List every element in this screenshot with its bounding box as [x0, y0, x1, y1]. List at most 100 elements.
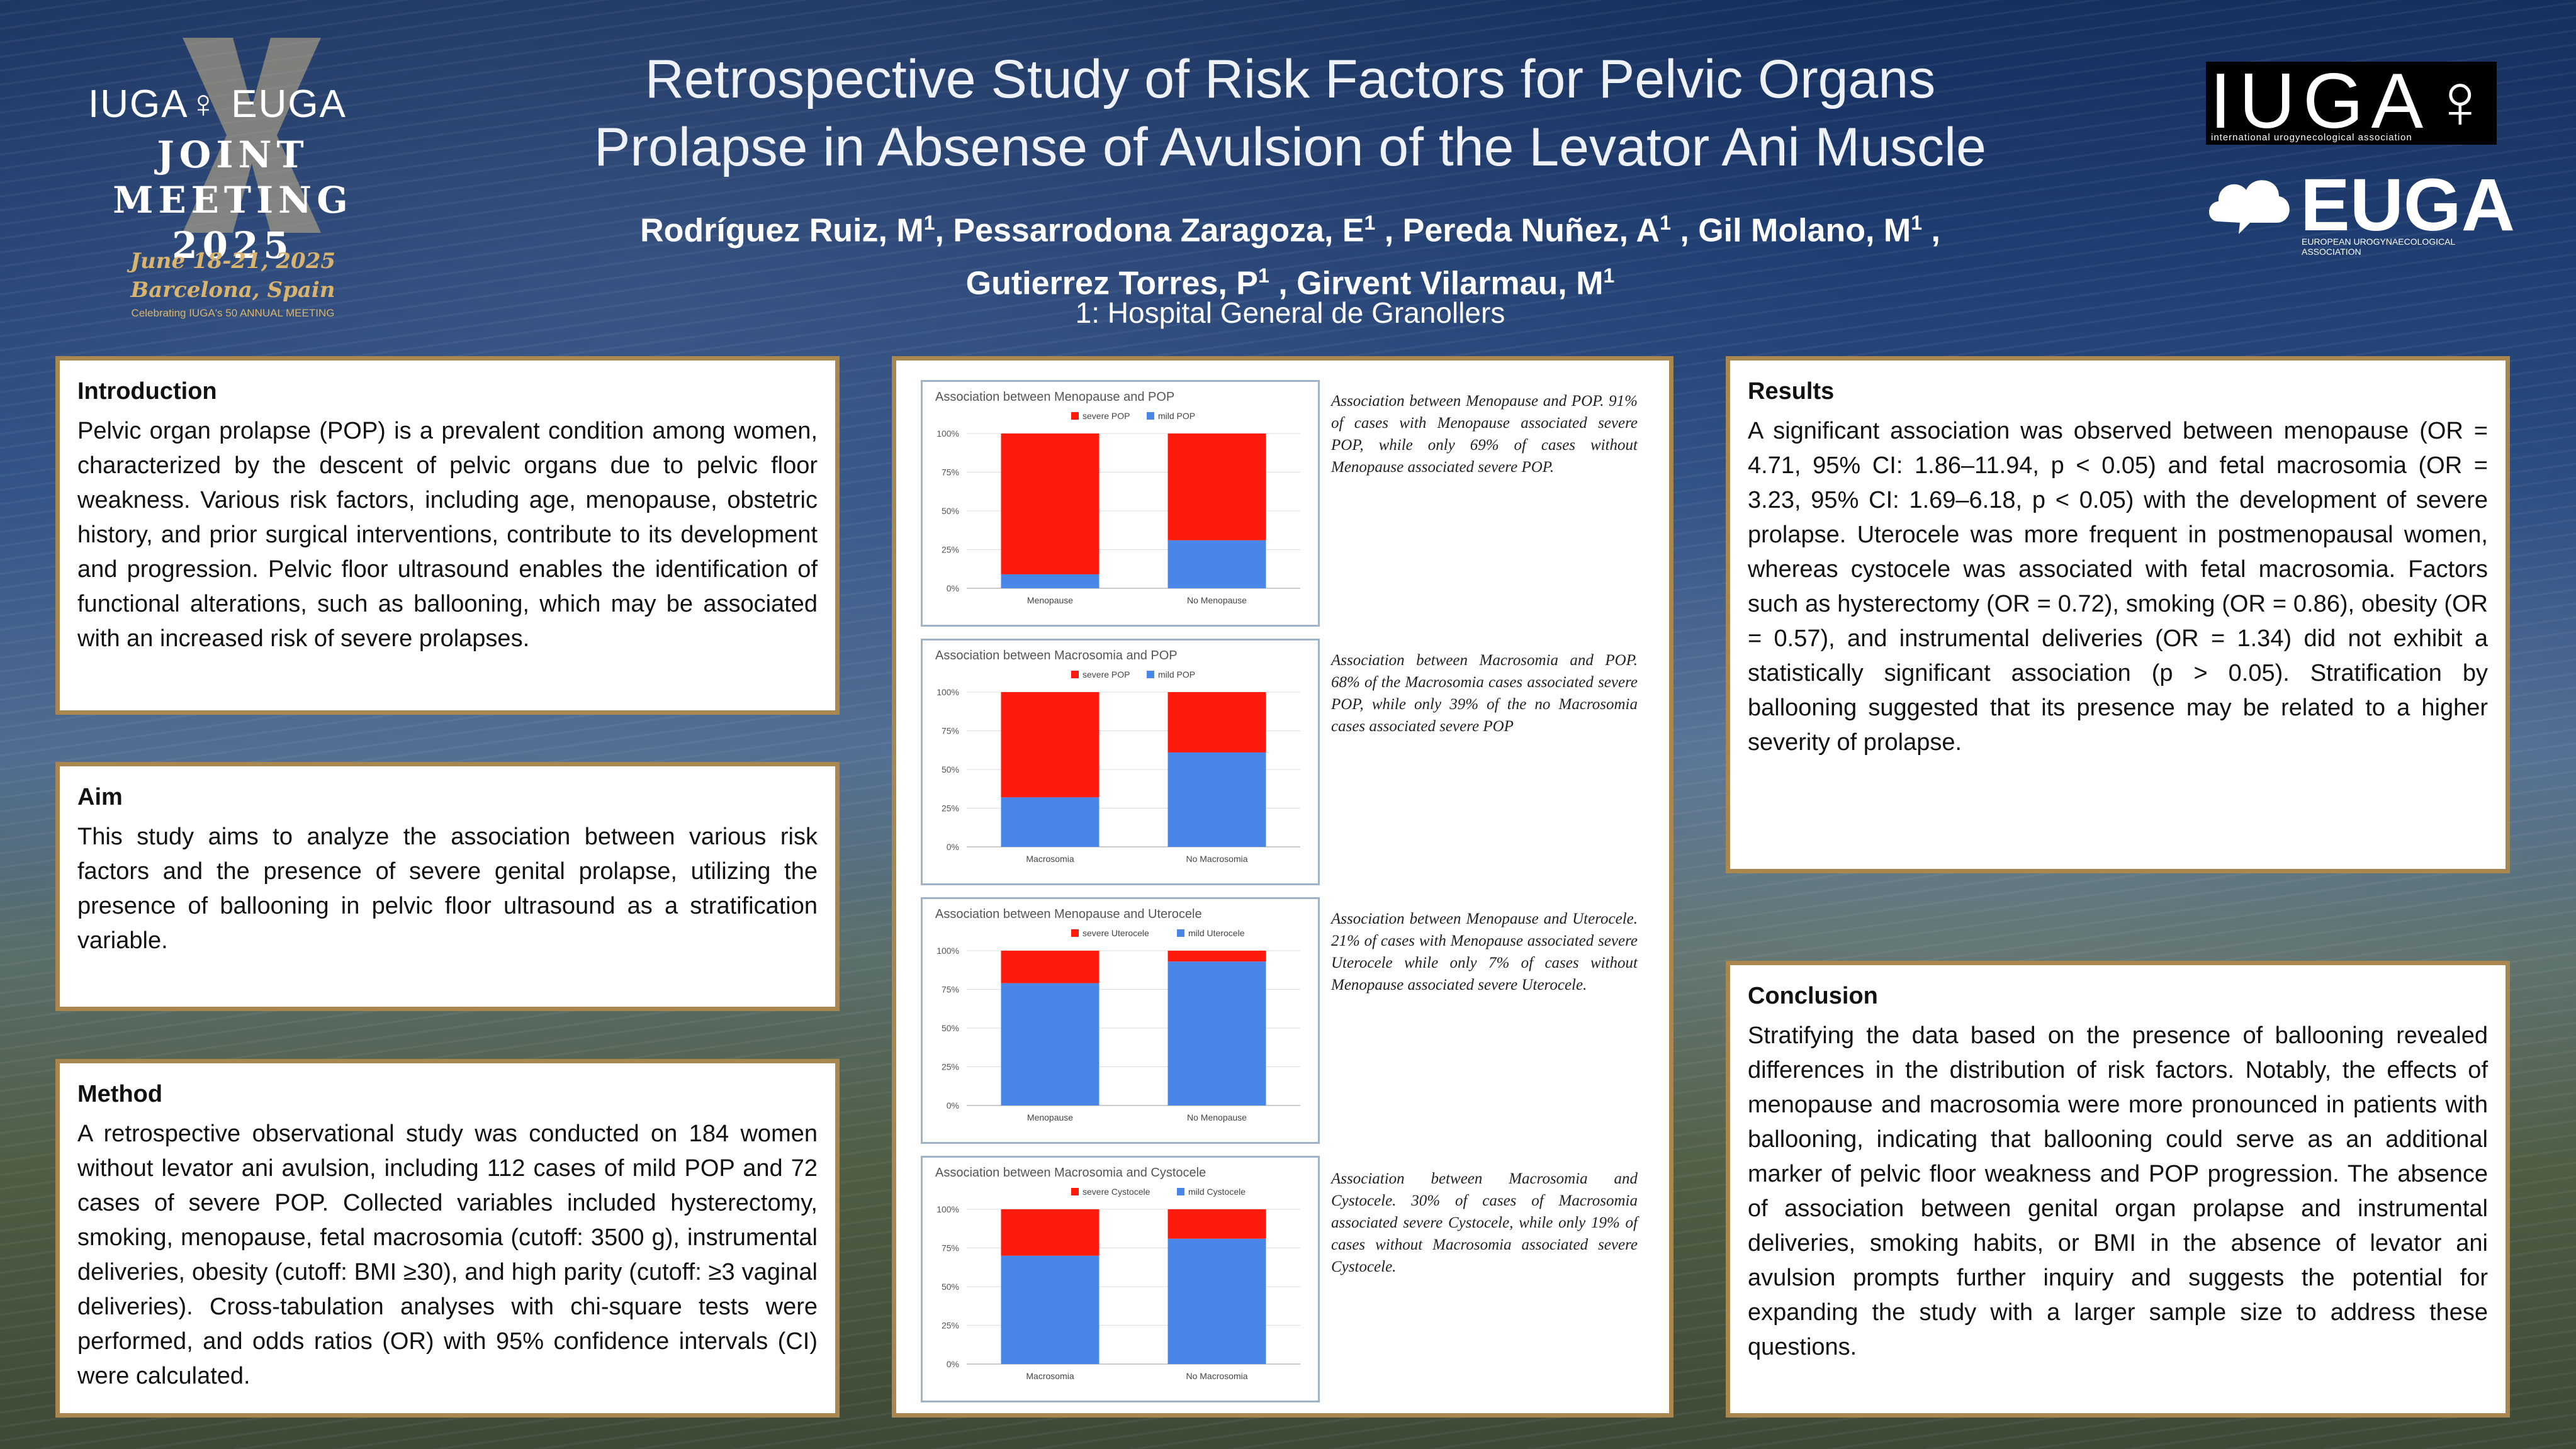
- author-line-1: Rodríguez Ruiz, M 1, Pessarrodona Zaragoz…: [535, 200, 2045, 253]
- joint-meeting-logo: IUGA♀ EUGA JOINT MEETING 2025 June 18-21…: [57, 25, 409, 340]
- legend-label: mild POP: [1158, 411, 1195, 421]
- bar-segment-severe-cystocele: [1001, 1209, 1100, 1256]
- legend-label: mild POP: [1158, 669, 1195, 680]
- x-tick-label: No Macrosomia: [1186, 854, 1247, 864]
- iuga-wordmark: IUGA: [2210, 58, 2431, 145]
- bar-segment-severe-pop: [1167, 692, 1266, 752]
- bar-segment-severe-uterocele: [1001, 951, 1100, 983]
- author-separator: ,: [1375, 212, 1403, 249]
- legend-swatch: [1071, 412, 1079, 420]
- bar-segment-severe-uterocele: [1167, 951, 1266, 962]
- bar-segment-mild-pop: [1167, 752, 1266, 847]
- chart-macrosomia-pop: Association between Macrosomia and POP se…: [921, 639, 1320, 885]
- bar-segment-mild-uterocele: [1167, 961, 1266, 1105]
- author-name: Rodríguez Ruiz, M: [640, 212, 924, 249]
- y-tick-label: 25%: [942, 1321, 959, 1331]
- y-tick-label: 50%: [942, 1023, 959, 1033]
- y-tick-label: 100%: [936, 687, 959, 697]
- chart-menopause-uterocele: Association between Menopause and Uteroc…: [921, 897, 1320, 1144]
- legend-swatch: [1147, 412, 1154, 420]
- bar-segment-mild-uterocele: [1001, 983, 1100, 1105]
- author-separator: ,: [1670, 212, 1699, 249]
- joint-meeting-place: Barcelona, Spain: [130, 277, 335, 303]
- results-body: A significant association was observed b…: [1748, 418, 2488, 756]
- iuga-logo: IUGA♀ international urogynecological ass…: [2206, 58, 2497, 145]
- x-tick-label: No Menopause: [1187, 595, 1247, 605]
- euga-wordmark: EUGA: [2300, 164, 2515, 247]
- conclusion-panel: Conclusion Stratifying the data based on…: [1726, 961, 2510, 1418]
- chart-svg: Association between Menopause and Uteroc…: [935, 907, 1300, 1122]
- poster-title-line-2: Prolapse in Absense of Avulsion of the L…: [594, 117, 1986, 177]
- legend-label: severe POP: [1083, 669, 1130, 680]
- conclusion-heading: Conclusion: [1748, 983, 1878, 1009]
- results-panel: Results A significant association was ob…: [1726, 356, 2510, 873]
- aim-panel: Aim This study aims to analyze the assoc…: [55, 762, 840, 1011]
- y-tick-label: 75%: [942, 985, 959, 995]
- legend-label: mild Uterocele: [1188, 928, 1245, 938]
- joint-meeting-title-line2: 2025: [172, 224, 294, 267]
- bar-segment-mild-cystocele: [1001, 1255, 1100, 1364]
- y-tick-label: 50%: [942, 506, 959, 516]
- method-body: A retrospective observational study was …: [77, 1121, 818, 1389]
- author-separator: ,: [935, 212, 953, 249]
- chart-title: Association between Macrosomia and Cysto…: [935, 1166, 1206, 1180]
- method-panel: Method A retrospective observational stu…: [55, 1059, 840, 1418]
- legend-swatch: [1071, 1188, 1079, 1195]
- y-tick-label: 75%: [942, 726, 959, 736]
- joint-meeting-anniversary: Celebrating IUGA's 50 ANNUAL MEETING: [131, 307, 335, 319]
- euga-cloud-icon: [2209, 180, 2290, 234]
- legend-label: severe POP: [1083, 411, 1130, 421]
- aim-body: This study aims to analyze the associati…: [77, 824, 818, 954]
- y-tick-label: 25%: [942, 803, 959, 814]
- euga-logo-subtitle: EUROPEAN UROGYNAECOLOGICAL ASSOCIATION: [2302, 237, 2455, 257]
- y-tick-label: 50%: [942, 764, 959, 775]
- aim-heading: Aim: [77, 784, 123, 810]
- legend-label: severe Uterocele: [1083, 928, 1149, 938]
- introduction-body: Pelvic organ prolapse (POP) is a prevale…: [77, 418, 818, 652]
- author-affiliation-mark: 1: [1364, 211, 1376, 234]
- y-tick-label: 75%: [942, 1243, 959, 1253]
- iuga-logo-text: IUGA♀: [2210, 57, 2497, 146]
- x-tick-label: No Menopause: [1187, 1112, 1247, 1122]
- legend-swatch: [1177, 1188, 1184, 1195]
- x-tick-label: Menopause: [1027, 595, 1073, 605]
- y-tick-label: 100%: [936, 428, 959, 439]
- euga-logo: EUGA EUROPEAN UROGYNAECOLOGICAL ASSOCIAT…: [2206, 164, 2515, 257]
- conclusion-body: Stratifying the data based on the presen…: [1748, 1022, 2488, 1360]
- author-affiliation-mark: 1: [1660, 211, 1671, 234]
- affiliation: 1: Hospital General de Granollers: [1075, 296, 1505, 329]
- y-tick-label: 0%: [947, 842, 959, 852]
- chart-title: Association between Menopause and POP: [935, 390, 1174, 404]
- y-tick-label: 75%: [942, 467, 959, 478]
- joint-meeting-date: June 18-21, 2025: [130, 249, 336, 274]
- author-affiliation-mark: 1: [1257, 264, 1269, 288]
- author-name: Pessarrodona Zaragoza, E: [953, 212, 1364, 249]
- introduction-panel: Introduction Pelvic organ prolapse (POP)…: [55, 356, 840, 715]
- joint-meeting-title-line1: JOINT MEETING: [113, 133, 353, 221]
- joint-meeting-dates: June 18-21, 2025 Barcelona, Spain: [57, 247, 409, 305]
- poster-title: Retrospective Study of Risk Factors for …: [503, 45, 2077, 181]
- chart-svg: Association between Menopause and POP sev…: [935, 390, 1300, 605]
- author-name: Pereda Nuñez, A: [1402, 212, 1660, 249]
- bar-segment-severe-pop: [1001, 434, 1100, 574]
- bar-segment-mild-pop: [1001, 797, 1100, 847]
- author-affiliation-mark: 1: [1603, 264, 1615, 288]
- bar-segment-mild-pop: [1001, 574, 1100, 588]
- x-tick-label: Macrosomia: [1026, 854, 1074, 864]
- results-heading: Results: [1748, 378, 1835, 405]
- chart-menopause-pop: Association between Menopause and POP sev…: [921, 380, 1320, 627]
- caption-macrosomia-pop: Association between Macrosomia and POP. …: [1331, 652, 1638, 735]
- y-tick-label: 0%: [947, 1359, 959, 1369]
- chart-title: Association between Macrosomia and POP: [935, 649, 1178, 663]
- author-name: Girvent Vilarmau, M: [1296, 265, 1604, 302]
- author-list: Rodríguez Ruiz, M 1, Pessarrodona Zaragoz…: [535, 200, 2045, 306]
- joint-meeting-orgs: IUGA♀ EUGA: [88, 82, 347, 126]
- y-tick-label: 50%: [942, 1282, 959, 1292]
- bar-segment-severe-pop: [1167, 434, 1266, 540]
- joint-meeting-title: JOINT MEETING 2025: [57, 132, 409, 268]
- author-separator: ,: [1922, 212, 1940, 249]
- legend-swatch: [1177, 929, 1184, 937]
- x-tick-label: No Macrosomia: [1186, 1371, 1247, 1381]
- caption-macrosomia-cystocele: Association between Macrosomia and Cysto…: [1331, 1170, 1638, 1275]
- x-tick-label: Macrosomia: [1026, 1371, 1074, 1381]
